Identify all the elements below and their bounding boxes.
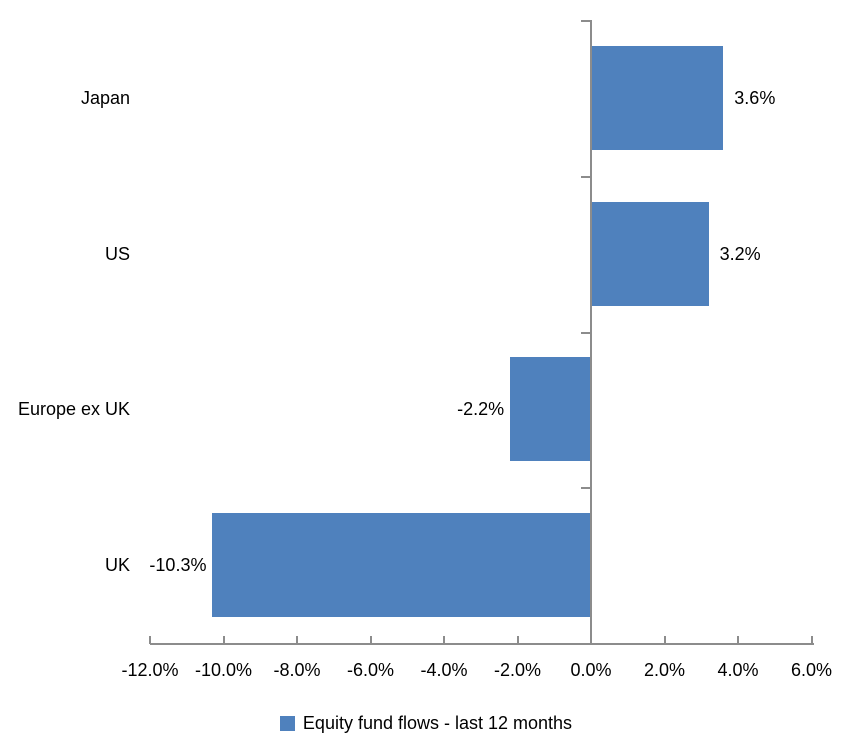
x-axis-tick-label: -2.0% [493,660,542,680]
x-axis-tick-label: -8.0% [273,660,321,680]
x-axis-tick [222,636,225,644]
x-axis-tick-label: 4.0% [717,660,759,680]
bar [212,513,591,618]
category-axis-tick [581,487,590,489]
value-label: -2.2% [457,399,505,420]
x-axis-tick [663,636,666,644]
x-axis-tick-label: -10.0% [194,660,253,680]
x-axis-tick-label: 6.0% [790,660,833,680]
x-axis-tick-label: 2.0% [643,660,686,680]
x-axis-tick-label: -4.0% [420,660,468,680]
legend-swatch-icon [279,715,295,731]
bar [591,201,709,306]
x-axis-tick-label: 0.0% [570,660,612,680]
x-axis-tick [369,636,372,644]
legend-label: Equity fund flows - last 12 months [302,713,573,733]
category-label: Europe ex UK [17,399,130,420]
legend: Equity fund flows - last 12 months [0,711,852,735]
value-label: 3.2% [719,243,761,264]
x-axis-tick [443,636,445,644]
bar [510,357,591,462]
x-axis-tick [737,636,739,644]
value-label: 3.6% [734,87,776,108]
category-label: US [104,243,130,264]
x-axis-tick-label: -12.0% [121,660,179,680]
x-axis-tick [810,636,813,644]
category-label: UK [104,555,130,576]
zero-axis-line [590,20,592,645]
category-axis-tick [581,332,590,334]
x-axis-tick [516,636,519,644]
category-axis-tick [581,176,590,178]
category-axis-tick [581,20,590,22]
bar [591,45,724,150]
value-label: -10.3% [149,555,207,576]
x-axis-tick [149,636,151,644]
category-label: Japan [80,87,130,108]
x-axis-tick-label: -6.0% [346,660,395,680]
value-axis-line [150,643,814,645]
x-axis-tick [296,636,298,644]
